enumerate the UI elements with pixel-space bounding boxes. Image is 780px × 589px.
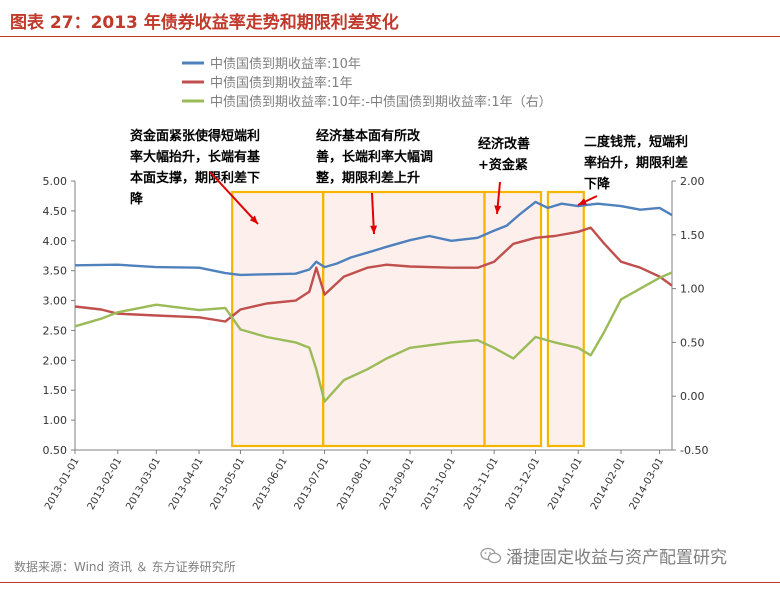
annotation-arrowhead-1 [249, 215, 258, 224]
series-line-1 [74, 200, 673, 277]
annotation-text-3: 经济改善 [478, 136, 530, 152]
x-tick-label: 2013-05-01 [208, 456, 247, 512]
left-tick-label: 3.00 [43, 295, 68, 308]
right-tick-label: 0.50 [680, 336, 705, 349]
legend: 中债国债到期收益率:10年中债国债到期收益率:1年中债国债到期收益率:10年:-… [182, 56, 552, 110]
series-lines [74, 200, 673, 403]
right-tick-label: 2.00 [680, 175, 705, 188]
period-box-1 [231, 190, 325, 448]
yield-chart: 中债国债到期收益率:10年中债国债到期收益率:1年中债国债到期收益率:10年:-… [43, 56, 709, 512]
source-note: 数据来源：Wind 资讯 ＆ 东方证券研究所 [14, 560, 236, 574]
period-box-3 [483, 190, 543, 448]
legend-label-2: 中债国债到期收益率:1年 [210, 75, 353, 91]
left-tick-label: 1.50 [43, 384, 68, 397]
annotation-text-4: 下降 [584, 176, 611, 192]
x-tick-label: 2013-09-01 [378, 456, 417, 512]
x-tick-label: 2013-10-01 [419, 456, 458, 512]
right-tick-label: 0.00 [680, 390, 705, 403]
left-tick-label: 3.50 [43, 265, 68, 278]
left-tick-label: 2.50 [43, 324, 68, 337]
x-tick-label: 2013-12-01 [504, 456, 543, 512]
left-tick-label: 4.00 [43, 235, 68, 248]
period-box-2 [322, 190, 486, 448]
x-tick-label: 2013-11-01 [462, 456, 501, 512]
annotation-text-4: 率抬升，期限利差 [584, 155, 688, 171]
x-tick-label: 2013-04-01 [167, 456, 206, 512]
left-tick-label: 2.00 [43, 354, 68, 367]
annotation-text-2: 经济基本面有所改 [316, 128, 421, 144]
period-box-4 [546, 190, 585, 448]
wechat-watermark: 潘捷固定收益与资产配置研究 [480, 543, 727, 568]
x-tick-label: 2014-03-01 [628, 456, 667, 512]
annotation-text-2: 整，期限利差上升 [315, 170, 420, 186]
annotation-arrowhead-2 [370, 225, 378, 234]
annotation-text-1: 率大幅抬升，长端有基 [130, 149, 261, 165]
right-tick-label: 1.00 [680, 283, 705, 296]
wechat-icon [480, 547, 502, 563]
footer-divider [0, 582, 780, 583]
series-line-2 [74, 226, 673, 323]
period-boxes [231, 190, 585, 448]
legend-label-1: 中债国债到期收益率:10年 [210, 56, 361, 72]
annotation-arrowhead-4 [578, 198, 587, 205]
x-tick-label: 2013-02-01 [86, 456, 125, 512]
x-tick-label: 2013-07-01 [293, 456, 332, 512]
right-tick-label: 1.50 [680, 229, 705, 242]
legend-label-3: 中债国债到期收益率:10年:-中债国债到期收益率:1年（右） [210, 94, 552, 110]
left-tick-label: 0.50 [43, 444, 68, 457]
annotation-text-4: 二度钱荒，短端利 [584, 134, 688, 150]
x-tick-label: 2013-03-01 [124, 456, 163, 512]
x-tick-label: 2014-01-01 [546, 456, 585, 512]
annotation-text-1: 资金面紧张使得短端利 [130, 128, 260, 144]
x-tick-label: 2014-02-01 [589, 456, 628, 512]
x-tick-label: 2013-01-01 [43, 456, 82, 512]
watermark-text: 潘捷固定收益与资产配置研究 [506, 548, 727, 568]
title-divider [0, 36, 780, 37]
series-line-3 [74, 271, 673, 403]
left-tick-label: 1.00 [43, 414, 68, 427]
x-tick-label: 2013-08-01 [335, 456, 374, 512]
annotation-text-2: 善，长端利率大幅调 [316, 149, 433, 165]
annotation-arrowhead-3 [494, 205, 502, 214]
annotation-text-3: +资金紧 [478, 157, 528, 173]
left-tick-label: 4.50 [43, 205, 68, 218]
x-tick-label: 2013-06-01 [251, 456, 290, 512]
figure-title: 图表 27：2013 年债券收益率走势和期限利差变化 [10, 13, 399, 33]
annotation-text-1: 降 [130, 191, 144, 207]
right-tick-label: -0.50 [680, 444, 708, 457]
left-tick-label: 5.00 [43, 175, 68, 188]
annotation-text-1: 本面支撑，期限利差下 [130, 170, 260, 186]
annotation-arrow-1 [209, 171, 259, 225]
